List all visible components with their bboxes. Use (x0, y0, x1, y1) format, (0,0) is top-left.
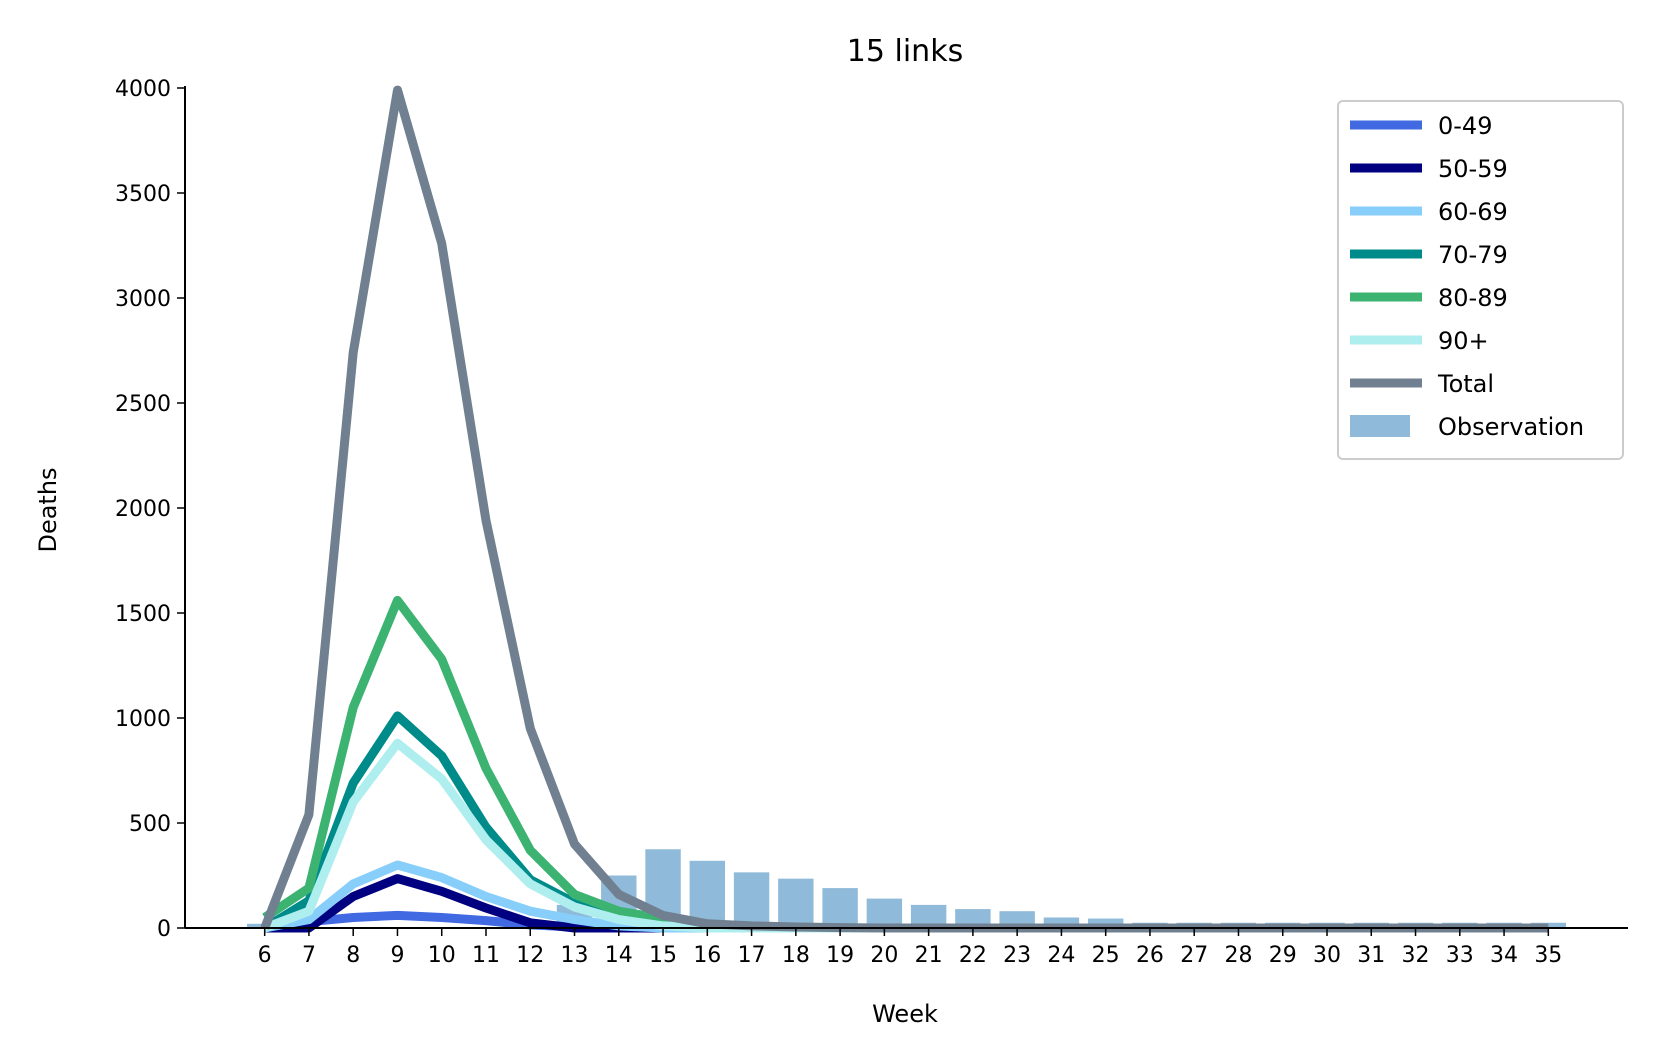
y-tick-label: 1500 (115, 602, 171, 627)
legend-label: 80-89 (1438, 284, 1508, 312)
observation-bar (1087, 918, 1124, 928)
y-tick-label: 2500 (115, 392, 171, 417)
legend-label: 0-49 (1438, 112, 1492, 140)
x-tick-label: 32 (1402, 943, 1430, 968)
legend-swatch (1350, 415, 1410, 437)
x-tick-label: 14 (605, 943, 633, 968)
observation-bar (1530, 922, 1567, 928)
y-tick-label: 4000 (115, 77, 171, 102)
x-axis-label: Week (872, 1000, 938, 1028)
x-tick-label: 19 (826, 943, 854, 968)
observation-bar (822, 888, 858, 928)
x-tick-label: 9 (390, 943, 404, 968)
observation-bar (733, 872, 770, 928)
legend-label: 90+ (1438, 327, 1489, 355)
x-tick-label: 22 (959, 943, 987, 968)
y-tick-label: 1000 (115, 707, 171, 732)
series-line-80-89 (262, 595, 1549, 933)
x-tick-label: 25 (1092, 943, 1120, 968)
x-tick-label: 18 (782, 943, 810, 968)
x-tick-label: 27 (1180, 943, 1208, 968)
legend: 0-49 50-59 60-69 70-79 80-89 90+ Total Observat… (1337, 100, 1624, 460)
x-tick-label: 28 (1224, 943, 1252, 968)
x-tick-label: 12 (516, 943, 544, 968)
legend-label: Observation (1438, 413, 1584, 441)
chart-title: 15 links (847, 34, 963, 69)
observation-bar (689, 860, 726, 928)
x-tick-label: 6 (258, 943, 272, 968)
x-tick-label: 15 (649, 943, 677, 968)
observation-bar (778, 878, 814, 928)
legend-label: 50-59 (1438, 155, 1508, 183)
y-tick-label: 500 (129, 812, 171, 837)
x-tick-label: 33 (1446, 943, 1474, 968)
x-tick-label: 20 (870, 943, 898, 968)
x-tick-label: 16 (693, 943, 721, 968)
x-tick-label: 34 (1490, 943, 1518, 968)
x-tick-label: 35 (1534, 943, 1562, 968)
axes (184, 86, 1628, 929)
legend-label: 60-69 (1438, 198, 1508, 226)
observation-bar (910, 904, 947, 928)
y-tick-label: 0 (157, 917, 171, 942)
observation-bar (1043, 917, 1080, 928)
x-tick-label: 10 (428, 943, 456, 968)
x-tick-label: 11 (472, 943, 500, 968)
legend-frame (1337, 100, 1624, 460)
y-tick-label: 2000 (115, 497, 171, 522)
legend-label: Total (1437, 370, 1494, 398)
x-tick-label: 29 (1269, 943, 1297, 968)
x-tick-label: 17 (738, 943, 766, 968)
x-tick-label: 7 (302, 943, 316, 968)
observation-bar (955, 909, 991, 928)
x-tick-label: 21 (915, 943, 943, 968)
x-tick-label: 23 (1003, 943, 1031, 968)
y-tick-label: 3500 (115, 182, 171, 207)
x-tick-label: 24 (1047, 943, 1075, 968)
x-tick-label: 26 (1136, 943, 1164, 968)
x-tick-label: 30 (1313, 943, 1341, 968)
x-tick-label: 13 (561, 943, 589, 968)
legend-label: 70-79 (1438, 241, 1508, 269)
x-tick-label: 31 (1357, 943, 1385, 968)
x-tick-label: 8 (346, 943, 360, 968)
tick-labels: 6 7 8 9 10 11 12 13 14 15 16 17 18 19 20 21 22 23 24 25 26 27… (115, 77, 1562, 968)
y-tick-label: 3000 (115, 287, 171, 312)
y-axis-label: Deaths (34, 467, 62, 552)
observation-bar (866, 898, 903, 928)
